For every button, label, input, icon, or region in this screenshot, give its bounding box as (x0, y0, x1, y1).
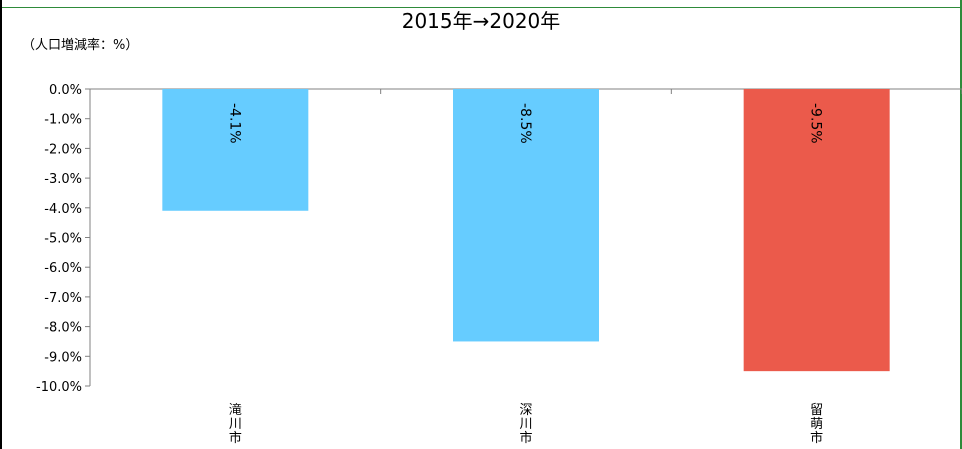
category-label: 深川市 (519, 403, 532, 446)
data-label: -8.5% (517, 103, 533, 144)
y-tick-label: -4.0% (44, 202, 82, 217)
bar-1 (162, 89, 309, 211)
bar-2 (453, 89, 599, 342)
y-tick-label: -10.0% (36, 380, 82, 395)
frame-top-border (0, 0, 962, 8)
y-tick-label: 0.0% (49, 83, 82, 98)
bar-3 (743, 89, 890, 372)
category-label: 留萌市 (810, 403, 823, 446)
unit-note: （人口増減率：%） (22, 38, 139, 53)
y-tick-label: -3.0% (44, 172, 82, 187)
frame-left-border (0, 0, 2, 449)
frame-right-border (960, 0, 962, 449)
data-label: -4.1% (226, 103, 242, 144)
chart-title: 2015年→2020年 (401, 9, 561, 33)
y-tick-label: -8.0% (44, 321, 82, 336)
y-tick-label: -6.0% (44, 261, 82, 276)
y-tick-label: -1.0% (44, 113, 82, 128)
category-label: 滝川市 (229, 403, 242, 446)
y-tick-label: -7.0% (44, 291, 82, 306)
y-tick-label: -9.0% (44, 350, 82, 365)
y-tick-label: -2.0% (44, 142, 82, 157)
y-tick-label: -5.0% (44, 232, 82, 247)
data-label: -9.5% (808, 103, 824, 144)
